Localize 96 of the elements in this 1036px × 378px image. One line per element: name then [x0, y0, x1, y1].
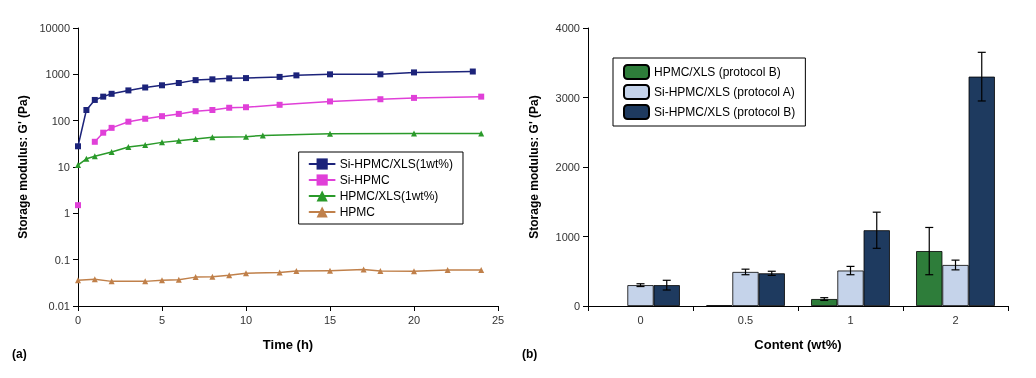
point	[108, 124, 115, 131]
point	[243, 104, 249, 111]
point	[243, 270, 249, 277]
y-tick-label: 100	[51, 114, 70, 127]
x-tick-label: 0	[74, 313, 82, 326]
point	[83, 106, 90, 113]
x-tick-label: 20	[407, 313, 421, 326]
point	[478, 93, 485, 100]
point	[444, 266, 451, 273]
point	[75, 143, 81, 150]
point	[360, 266, 367, 273]
y-tick-label: 10000	[39, 22, 70, 34]
point	[192, 274, 199, 281]
text: (a)	[12, 347, 27, 361]
point	[75, 277, 81, 284]
point	[377, 267, 384, 274]
point	[159, 113, 165, 120]
point	[377, 96, 384, 103]
point	[327, 267, 333, 274]
point	[243, 75, 249, 82]
x-tick-label: 2	[952, 313, 959, 326]
legend-label: HPMC/XLS (protocol B)	[654, 65, 781, 79]
point	[91, 96, 98, 103]
y-tick-label: 0.1	[54, 253, 70, 266]
y-tick-label: 1000	[555, 230, 580, 243]
x-tick-label: 0.5	[737, 313, 754, 326]
point	[243, 133, 249, 140]
point	[192, 77, 199, 84]
legend-label: HPMC	[339, 205, 376, 219]
x-axis-title: Content (wt%)	[754, 337, 842, 352]
y-tick-label: 10	[57, 161, 70, 173]
point	[100, 129, 107, 136]
point	[159, 82, 165, 89]
point	[226, 104, 233, 111]
point	[75, 202, 81, 209]
legend-label: HPMC/XLS(1wt%)	[339, 189, 439, 203]
point	[327, 98, 333, 105]
point	[469, 68, 476, 75]
point	[411, 69, 417, 76]
point	[276, 101, 283, 108]
point	[142, 141, 149, 148]
point	[411, 268, 417, 275]
point	[411, 94, 417, 101]
point	[175, 80, 182, 86]
y-tick-label: 1000	[45, 68, 70, 81]
point	[377, 71, 384, 78]
legend-label: Si-HPMC/XLS (protocol B)	[654, 105, 796, 119]
y-axis-title: Storage modulus: G' (Pa)	[15, 95, 30, 239]
point	[142, 115, 149, 122]
x-tick-label: 25	[491, 313, 505, 326]
point	[226, 75, 233, 82]
text: (b)	[522, 347, 538, 361]
point	[159, 139, 165, 146]
point	[100, 93, 107, 100]
point	[209, 106, 216, 113]
point	[192, 108, 199, 115]
point	[75, 162, 81, 169]
y-tick-label: 0	[573, 300, 580, 312]
y-tick-label: 1	[63, 207, 70, 220]
point	[159, 277, 165, 284]
point	[192, 136, 199, 143]
point	[108, 90, 115, 97]
point	[209, 273, 216, 280]
y-tick-label: 4000	[555, 22, 580, 34]
legend-label: Si-HPMC	[339, 173, 390, 187]
y-axis-title: Storage modulus: G' (Pa)	[527, 95, 541, 239]
point	[209, 76, 216, 83]
point	[175, 137, 182, 144]
point	[209, 134, 216, 141]
point	[327, 71, 333, 78]
point	[125, 118, 132, 125]
x-tick-label: 1	[847, 313, 854, 326]
x-tick-label: 15	[323, 313, 337, 326]
point	[293, 267, 300, 274]
y-tick-label: 0.01	[48, 300, 70, 312]
point	[83, 155, 90, 162]
point	[175, 110, 182, 117]
point	[327, 130, 333, 137]
point	[411, 130, 417, 137]
x-tick-label: 10	[239, 313, 253, 326]
y-tick-label: 2000	[555, 161, 580, 173]
point	[108, 149, 115, 156]
point	[293, 72, 300, 79]
legend-label: Si-HPMC/XLS(1wt%)	[339, 157, 454, 171]
point	[142, 84, 149, 91]
y-tick-label: 3000	[555, 91, 580, 104]
point	[276, 73, 283, 80]
point	[125, 87, 132, 94]
point	[175, 276, 182, 283]
x-tick-label: 0	[637, 313, 644, 326]
point	[478, 266, 485, 273]
point	[91, 138, 98, 145]
legend-label: Si-HPMC/XLS (protocol A)	[654, 85, 795, 99]
x-tick-label: 5	[158, 313, 166, 326]
point	[125, 144, 132, 151]
x-axis-title: Time (h)	[262, 337, 314, 352]
